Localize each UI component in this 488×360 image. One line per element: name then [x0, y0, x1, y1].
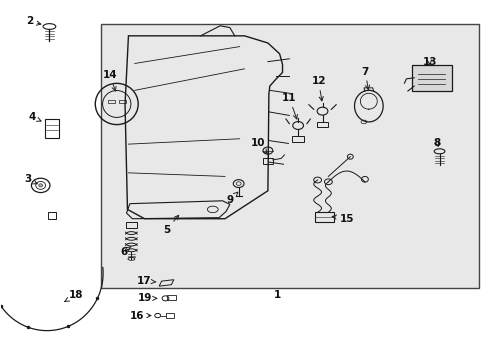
Text: 1: 1 — [273, 290, 281, 300]
Bar — [167, 296, 176, 301]
FancyBboxPatch shape — [411, 65, 451, 91]
Text: 15: 15 — [331, 214, 353, 224]
Text: 5: 5 — [163, 215, 178, 235]
Bar — [125, 222, 137, 228]
Text: 13: 13 — [422, 57, 436, 67]
Text: 17: 17 — [137, 276, 156, 286]
Text: 6: 6 — [120, 247, 131, 257]
Text: 8: 8 — [432, 139, 440, 148]
Text: 19: 19 — [137, 293, 157, 303]
Bar — [119, 100, 125, 103]
Bar — [44, 119, 59, 138]
Text: 12: 12 — [311, 76, 325, 101]
Bar — [315, 212, 333, 222]
Text: 2: 2 — [26, 17, 41, 27]
Bar — [48, 212, 56, 220]
Text: 3: 3 — [24, 174, 37, 184]
Text: 9: 9 — [226, 192, 237, 205]
Bar — [263, 158, 272, 163]
Bar — [108, 100, 115, 103]
Text: 4: 4 — [29, 112, 41, 122]
Text: 10: 10 — [250, 139, 266, 153]
Bar — [292, 136, 304, 141]
Text: 16: 16 — [130, 311, 151, 320]
Ellipse shape — [39, 184, 42, 187]
Bar — [316, 122, 328, 127]
Text: 18: 18 — [65, 290, 83, 302]
Bar — [101, 24, 478, 288]
Text: 7: 7 — [361, 67, 369, 89]
Text: 11: 11 — [282, 93, 297, 119]
Bar — [166, 314, 174, 318]
Text: 14: 14 — [102, 70, 117, 91]
